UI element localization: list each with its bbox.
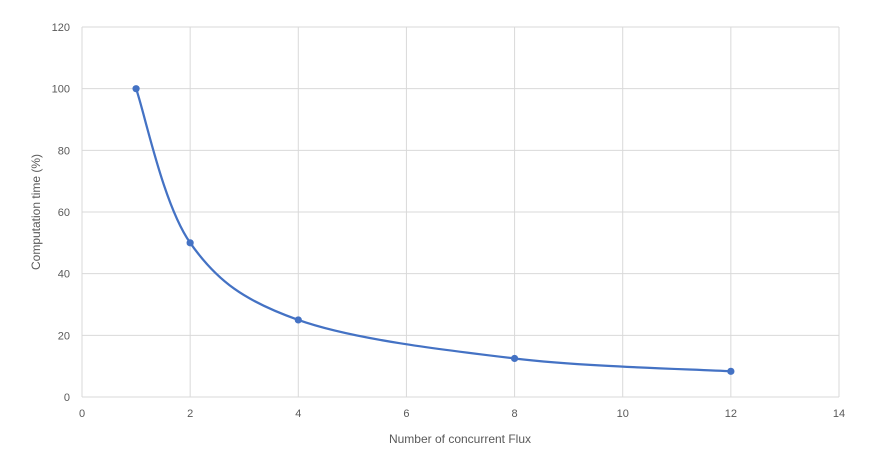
y-tick-label-3: 60 [58, 207, 70, 219]
x-tick-label-6: 12 [725, 408, 737, 420]
x-tick-label-1: 2 [187, 408, 193, 420]
tick-labels: 0 20 40 60 80 100 120 0 2 4 6 8 10 12 14 [52, 22, 845, 420]
x-tick-label-5: 10 [617, 408, 629, 420]
y-tick-label-6: 120 [52, 22, 70, 34]
y-tick-label-0: 0 [64, 392, 70, 404]
data-point-0-4 [727, 367, 735, 375]
y-axis-title: Computation time (%) [29, 154, 43, 270]
data-point-0-0 [132, 85, 140, 93]
x-tick-label-4: 8 [512, 408, 518, 420]
y-tick-label-4: 80 [58, 145, 70, 157]
y-tick-label-2: 40 [58, 269, 70, 281]
data-point-0-2 [294, 316, 302, 324]
grid [81, 26, 840, 398]
data-point-0-3 [510, 354, 519, 363]
x-tick-label-0: 0 [79, 408, 85, 420]
x-axis-title: Number of concurrent Flux [389, 432, 531, 446]
data-point-0-1 [186, 239, 194, 247]
x-tick-label-7: 14 [833, 408, 845, 420]
y-tick-label-1: 20 [58, 330, 70, 342]
x-tick-label-3: 6 [403, 408, 409, 420]
series-line-0 [135, 88, 731, 373]
x-tick-label-2: 4 [295, 408, 301, 420]
y-tick-label-5: 100 [52, 84, 70, 96]
series [132, 85, 735, 375]
